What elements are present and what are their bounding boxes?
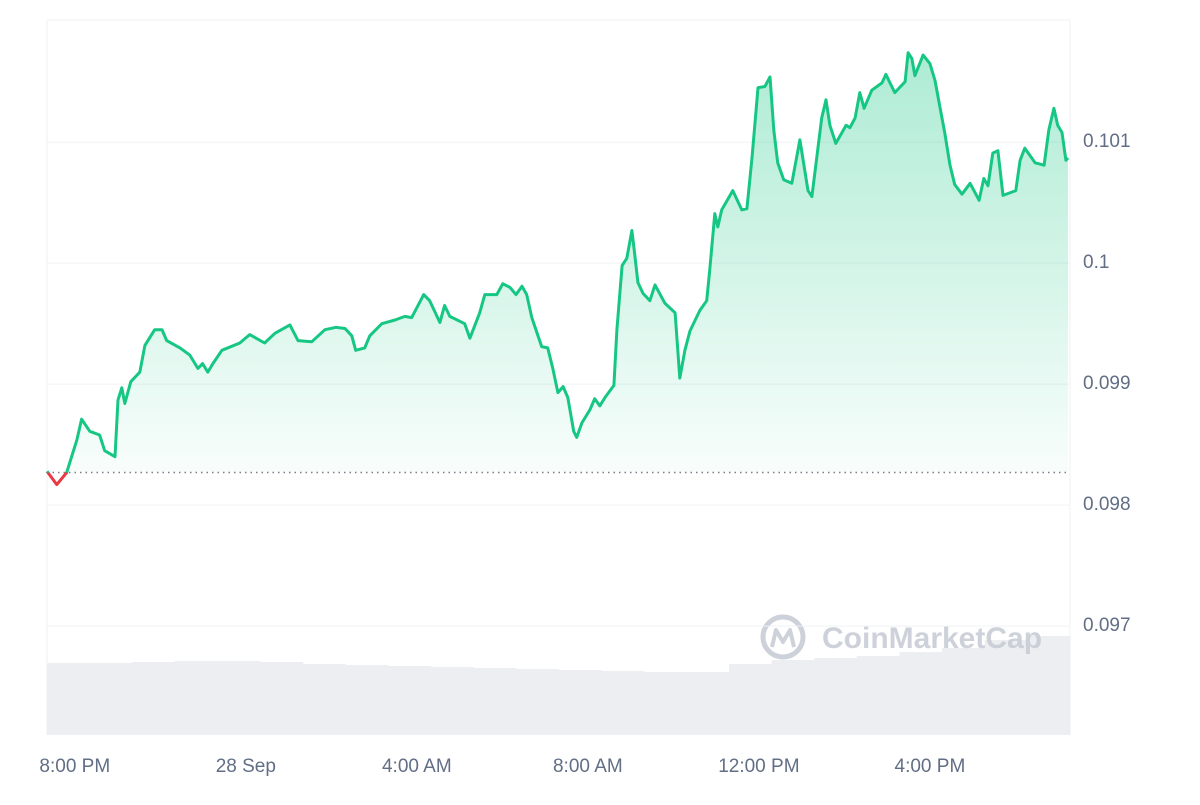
volume-bar bbox=[388, 666, 432, 735]
x-tick-label: 8:00 PM bbox=[39, 756, 110, 777]
volume-bar bbox=[686, 672, 730, 735]
volume-bar bbox=[430, 667, 474, 735]
y-tick-label: 0.101 bbox=[1083, 131, 1131, 152]
volume-bar bbox=[899, 652, 943, 735]
volume-bar bbox=[260, 662, 304, 735]
volume-bar bbox=[856, 656, 900, 735]
watermark: CoinMarketCap bbox=[760, 614, 1042, 660]
volume-bar bbox=[601, 671, 645, 735]
x-tick-label: 28 Sep bbox=[216, 756, 276, 777]
x-tick-label: 4:00 AM bbox=[382, 756, 452, 777]
volume-bar bbox=[345, 665, 389, 735]
y-tick-label: 0.1 bbox=[1083, 252, 1109, 273]
volume-bar bbox=[1027, 636, 1071, 735]
volume-bar bbox=[558, 670, 602, 735]
y-tick-label: 0.098 bbox=[1083, 494, 1131, 515]
volume-bar bbox=[174, 661, 218, 735]
volume-bar bbox=[814, 658, 858, 735]
x-tick-label: 4:00 PM bbox=[895, 756, 966, 777]
volume-bar bbox=[729, 664, 773, 735]
y-tick-label: 0.097 bbox=[1083, 615, 1131, 636]
volume-bar bbox=[984, 640, 1028, 735]
volume-bar bbox=[643, 672, 687, 735]
price-line bbox=[45, 51, 1070, 473]
volume-bar bbox=[515, 669, 559, 735]
watermark-text: CoinMarketCap bbox=[822, 622, 1042, 655]
x-tick-label: 8:00 AM bbox=[553, 756, 623, 777]
volume-bar bbox=[132, 662, 176, 735]
volume-bar bbox=[473, 668, 517, 735]
volume-bar bbox=[217, 661, 261, 735]
y-tick-label: 0.099 bbox=[1083, 373, 1131, 394]
volume-bar bbox=[302, 664, 346, 735]
volume-bar bbox=[771, 660, 815, 735]
price-area bbox=[47, 52, 1068, 473]
volume-bar bbox=[942, 648, 986, 735]
volume-bar bbox=[89, 663, 133, 735]
volume-bar bbox=[47, 663, 91, 735]
x-tick-label: 12:00 PM bbox=[718, 756, 799, 777]
